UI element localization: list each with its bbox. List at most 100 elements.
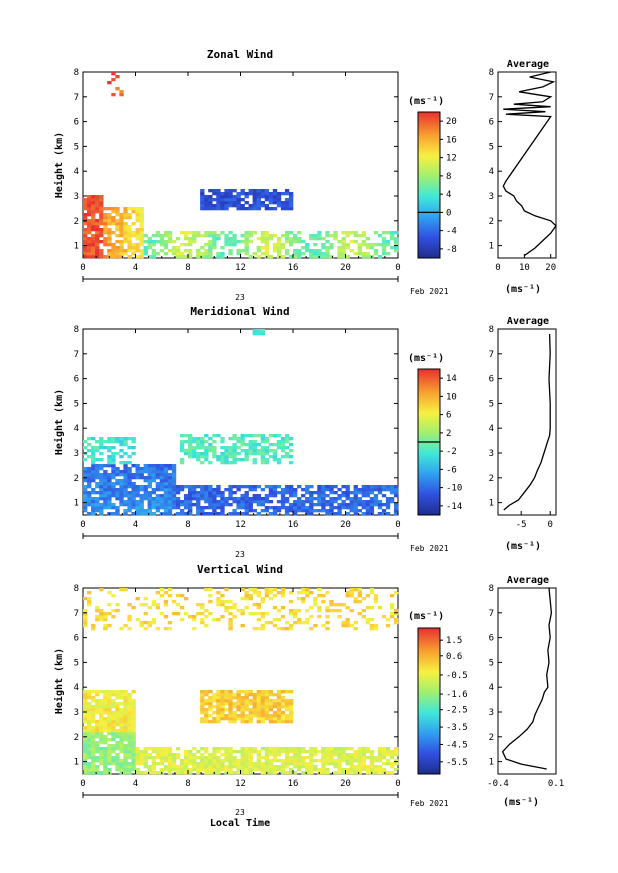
vertical-cell [83, 612, 88, 616]
vertical-cell [123, 732, 128, 736]
vertical-cell [127, 726, 132, 730]
zonal-cell [232, 198, 237, 202]
zonal-cell [83, 201, 88, 205]
meridional-cell [179, 503, 185, 507]
meridional-cell [139, 476, 144, 480]
vertical-cell [244, 720, 249, 724]
zonal-avg-unit: (ms⁻¹) [505, 284, 541, 295]
vertical-cell [151, 765, 156, 769]
vertical-cell [196, 765, 201, 769]
vertical-cell [139, 624, 144, 628]
vertical-cell [127, 720, 132, 724]
meridional-cell [83, 479, 88, 483]
meridional-cell [103, 473, 108, 477]
vertical-cell [151, 747, 156, 751]
meridional-cell [232, 458, 237, 462]
vertical-cell [252, 627, 257, 631]
meridional-cell [329, 506, 334, 510]
vertical-cell [329, 759, 334, 763]
zonal-cell [87, 240, 92, 244]
meridional-cell [264, 449, 270, 453]
meridional-cell [99, 506, 104, 510]
zonal-cell [183, 255, 189, 259]
meridional-cell [337, 512, 342, 516]
meridional-cell [228, 497, 233, 501]
meridional-cell [321, 491, 326, 495]
vertical-cell [147, 606, 152, 610]
vertical-cell [107, 612, 112, 616]
zonal-cell [119, 249, 124, 253]
meridional-cell [204, 449, 209, 453]
meridional-cell [349, 503, 354, 507]
vertical-cell [139, 756, 144, 760]
vertical-cell [228, 771, 233, 775]
zonal-cell [87, 195, 92, 199]
meridional-date-label: Feb 2021 [410, 544, 449, 553]
vertical-cell [284, 699, 290, 703]
vertical-cell [115, 732, 120, 736]
meridional-cell [87, 497, 92, 501]
zonal-cell [393, 246, 399, 250]
meridional-cell [87, 503, 92, 507]
zonal-cell [91, 198, 96, 202]
zonal-cell [188, 252, 193, 256]
vertical-cell [127, 768, 132, 772]
vertical-cell [373, 597, 379, 601]
zonal-cell [232, 234, 237, 238]
zonal-cell [244, 249, 249, 253]
vertical-cell [87, 597, 92, 601]
meridional-cell [163, 470, 169, 474]
zonal-cell [317, 252, 322, 256]
vertical-cell [204, 711, 209, 715]
meridional-cell [131, 503, 136, 507]
zonal-cell [276, 198, 282, 202]
meridional-cell [135, 506, 140, 510]
meridional-cell [179, 434, 185, 438]
zonal-cell [200, 255, 205, 259]
vertical-cell [256, 720, 261, 724]
vertical-cell [260, 690, 266, 694]
vertical-cell [244, 771, 249, 775]
vertical-cell [248, 720, 253, 724]
meridional-cell [200, 440, 205, 444]
zonal-cell [208, 255, 213, 259]
zonal-cell [188, 255, 193, 259]
vertical-cell [252, 588, 257, 592]
vertical-cell [256, 711, 261, 715]
meridional-cell [143, 467, 148, 471]
meridional-cell [127, 500, 132, 504]
meridional-cell [159, 467, 165, 471]
vertical-cell [200, 711, 205, 715]
vertical-cell [252, 750, 257, 754]
vertical-cell [163, 756, 169, 760]
vertical-cell [297, 609, 302, 613]
meridional-cell [216, 503, 221, 507]
zonal-cell [204, 204, 209, 208]
meridional-cell [284, 485, 290, 489]
meridional-cell [204, 458, 209, 462]
meridional-cell [264, 497, 270, 501]
vertical-cell [260, 627, 266, 631]
zonal-cell [353, 234, 358, 238]
zonal-cell [111, 243, 116, 247]
meridional-cell [248, 500, 253, 504]
vertical-cell [103, 729, 108, 733]
zonal-cell [228, 192, 233, 196]
meridional-cell [301, 494, 306, 498]
zonal-cell [341, 252, 346, 256]
zonal-cell [297, 240, 302, 244]
vertical-cell [95, 705, 100, 709]
vertical-cell [131, 756, 136, 760]
colorbar-bar [417, 627, 441, 775]
x-tick-label: 12 [235, 779, 246, 789]
vertical-cell [244, 747, 249, 751]
vertical-cell [369, 591, 375, 595]
meridional-cell [333, 500, 338, 504]
meridional-cell [159, 488, 165, 492]
meridional-cell [321, 500, 326, 504]
vertical-cell [236, 705, 241, 709]
zonal-cell [220, 201, 225, 205]
meridional-cell [272, 509, 278, 513]
vertical-cell [264, 762, 270, 766]
zonal-cell [119, 234, 124, 238]
